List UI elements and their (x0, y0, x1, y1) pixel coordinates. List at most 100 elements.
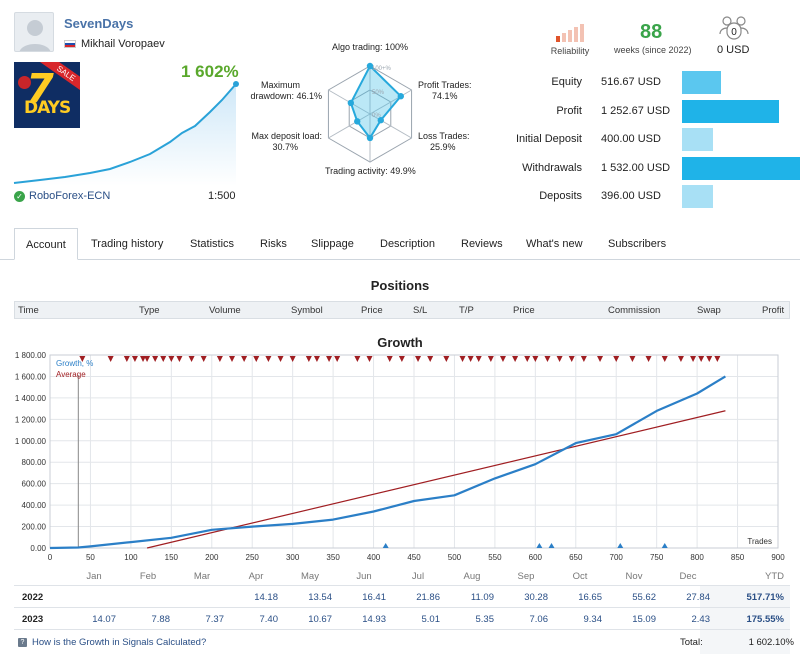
radar-point (354, 118, 361, 125)
month-value: 7.88 (151, 614, 171, 625)
month-value: 5.35 (475, 614, 495, 625)
month-header: Mar (193, 571, 211, 582)
ytd-value: 517.71% (746, 592, 784, 603)
month-value: 7.37 (205, 614, 225, 625)
y-tick-label: 1 000.00 (15, 437, 47, 446)
tab-bar: Account Trading history Statistics Risks Sli… (0, 228, 800, 260)
mini-growth-chart (13, 81, 239, 186)
metric-value: 1 532.00 USD (601, 161, 671, 174)
broker[interactable]: ✓ RoboForex-ECN (14, 190, 110, 202)
metric-bar (682, 185, 713, 208)
tab-reviews[interactable]: Reviews (461, 238, 503, 250)
month-value: 2.43 (691, 614, 711, 625)
positions-column-header[interactable]: Time (18, 305, 39, 316)
withdrawal-marker (556, 356, 563, 362)
month-value: 55.62 (632, 592, 656, 603)
radar-deposit-title: Max deposit load: (251, 131, 322, 141)
positions-column-header[interactable]: T/P (459, 305, 474, 316)
withdrawal-marker (313, 356, 320, 362)
x-tick-label: 800 (690, 553, 704, 562)
yearly-table: Jan Feb Mar Apr May Jun Jul Aug Sep Oct Nov Dec YTD 2… (14, 566, 790, 630)
leverage: 1:500 (208, 190, 236, 202)
tab-subscribers[interactable]: Subscribers (608, 238, 667, 250)
metric-value: 1 252.67 USD (601, 104, 671, 117)
subscribers-count: 0 (731, 27, 737, 38)
positions-column-header[interactable]: Price (513, 305, 535, 316)
month-value: 14.93 (362, 614, 386, 625)
month-value: 27.84 (686, 592, 710, 603)
x-axis-title: Trades (747, 537, 772, 546)
positions-column-header[interactable]: Commission (608, 305, 661, 316)
withdrawal-marker (200, 356, 207, 362)
metric-bar (682, 99, 779, 123)
growth-chart: 0 50 100 150 200 250 300 350 400 450 500 550 600 650 7… (15, 351, 785, 562)
positions-column-header[interactable]: Swap (697, 305, 721, 316)
metric-label: Withdrawals (522, 161, 582, 174)
positions-column-header[interactable]: Type (139, 305, 160, 316)
radar-scale-label: 50% (372, 90, 385, 96)
reliability-bars-icon (548, 24, 592, 42)
tab-statistics[interactable]: Statistics (190, 238, 235, 250)
month-value: 16.41 (362, 592, 386, 603)
signal-logo: 7 DAYS SALE (14, 62, 80, 128)
people-icon: 0 (719, 16, 749, 40)
tab-account[interactable]: Account (14, 228, 78, 260)
month-value: 30.28 (524, 592, 548, 603)
withdrawal-marker (107, 356, 114, 362)
year-label: 2022 (22, 592, 44, 603)
positions-column-header[interactable]: S/L (413, 305, 428, 316)
logo-text: DAYS (24, 98, 71, 118)
radar-chart: 100+% 50% 0% (300, 40, 460, 190)
growth-title: Growth (377, 335, 423, 350)
withdrawal-marker (289, 356, 296, 362)
signal-name[interactable]: SevenDays (64, 16, 134, 31)
radar-axis (328, 113, 371, 139)
withdrawal-marker (427, 356, 434, 362)
deposit-marker (548, 543, 555, 548)
radar-axis (369, 113, 412, 139)
y-tick-label: 0.00 (30, 544, 46, 553)
month-value: 14.18 (254, 592, 278, 603)
subscription-price: 0 USD (717, 44, 750, 56)
withdrawal-marker (229, 356, 235, 362)
withdrawal-marker (366, 356, 373, 362)
growth-percentage: 1 602% (181, 62, 239, 81)
reliability[interactable]: Reliability (548, 24, 592, 56)
month-header: Aug (463, 571, 481, 582)
help-icon: ? (18, 638, 27, 647)
tab-description[interactable]: Description (380, 238, 436, 250)
positions-column-header[interactable]: Price (361, 305, 383, 316)
metric-row: Equity 516.67 USD (490, 69, 800, 98)
withdrawal-marker (597, 356, 604, 362)
radar-label-drawdown: Maximum drawdown: 46.1% (250, 80, 322, 102)
withdrawal-marker (475, 356, 482, 362)
x-tick-label: 100 (124, 553, 138, 562)
broker-name[interactable]: RoboForex-ECN (29, 190, 111, 202)
verified-shield-icon: ✓ (14, 190, 25, 202)
month-header: Apr (248, 571, 264, 582)
tab-what-s-new[interactable]: What's new (526, 238, 583, 250)
weeks-value: 88 (640, 21, 663, 43)
month-header: Sep (517, 571, 535, 582)
tab-trading-history[interactable]: Trading history (91, 238, 164, 250)
plot-frame (49, 354, 779, 549)
withdrawal-marker (677, 356, 684, 362)
growth-calculation-text[interactable]: How is the Growth in Signals Calculated? (32, 637, 207, 648)
positions-column-header[interactable]: Volume (209, 305, 241, 316)
avatar[interactable] (14, 12, 54, 52)
withdrawal-marker (629, 356, 636, 362)
radar-profit-value: 74.1% (432, 91, 458, 101)
positions-column-header[interactable]: Symbol (291, 305, 323, 316)
withdrawal-marker (253, 356, 260, 362)
metric-bar (682, 156, 800, 180)
subscribers-icon[interactable]: 0 (718, 12, 750, 47)
tab-slippage[interactable]: Slippage (311, 238, 354, 250)
tab-risks[interactable]: Risks (260, 238, 287, 250)
month-value: 13.54 (308, 592, 332, 603)
positions-column-header[interactable]: Profit (762, 305, 785, 316)
withdrawal-marker (79, 356, 86, 362)
withdrawal-marker (131, 356, 138, 362)
withdrawal-marker (532, 356, 539, 362)
growth-calculation-link[interactable]: ? How is the Growth in Signals Calculate… (18, 637, 206, 648)
author-name[interactable]: Mikhail Voropaev (81, 38, 165, 50)
